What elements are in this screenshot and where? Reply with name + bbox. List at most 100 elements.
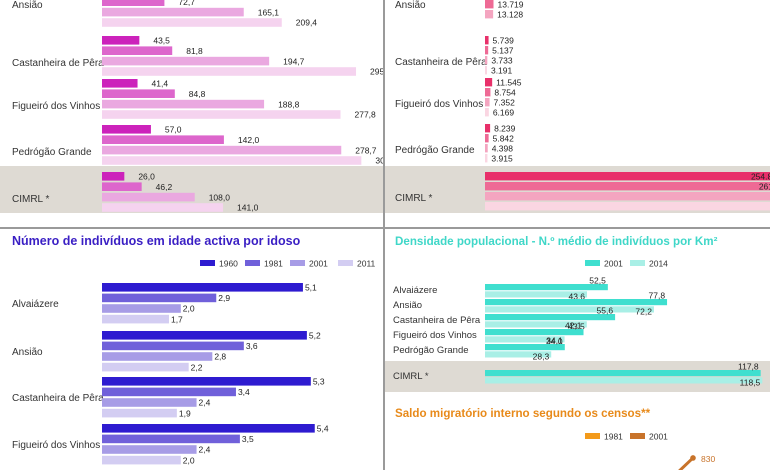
data-label-figueiro-dos-vinhos-3: 6.169 [493,107,515,117]
data-label-pedrogao-grande-2: 4.398 [492,143,514,153]
bar-chart-population-density: Densidade populacional - N.º médio de in… [385,229,770,470]
legend-label-1981: 1981 [264,259,283,269]
data-label-cimrl-1: 118,5 [740,378,761,388]
category-label-castanheira-de-pera: Castanheira de Pêra [12,58,104,69]
divider-horizontal-right [385,227,770,229]
chart-title: Densidade populacional - N.º médio de in… [395,235,718,248]
data-label-ansiao-2: 2,8 [214,352,226,362]
legend-swatch-2014 [630,260,645,266]
data-label-castanheira-de-pera-3: 1,9 [179,408,191,418]
bar-figueiro-dos-vinhos-2 [102,445,197,454]
data-label-castanheira-de-pera-0: 55,6 [597,305,614,315]
data-label-cimrl-0: 26,0 [138,172,155,182]
legend-label-2001: 2001 [604,259,623,269]
chart-canvas-top-left: Ansião 72,7 165,1 209,4 Castanheira de Pêra 4… [0,0,383,213]
legend-swatch-2001 [290,260,305,266]
bar-figueiro-dos-vinhos-3 [485,108,489,117]
bar-pedrogao-grande-1 [485,351,552,358]
bar-castanheira-de-pera-2 [485,56,488,65]
data-label-figueiro-dos-vinhos-0: 5,4 [317,424,329,434]
chart-title: Número de indivíduos em idade activa por… [12,234,301,248]
data-label-alvaiazere-0: 52,5 [589,275,606,285]
category-label-cimrl: CIMRL * [12,194,50,205]
bar-castanheira-de-pera-1 [485,321,587,328]
legend-swatch-2011 [338,260,353,266]
bar-cimrl-0 [485,370,761,377]
bar-ansiao-1 [485,306,654,313]
migration-point-2001 [690,455,696,461]
data-label-castanheira-de-pera-1: 5.137 [492,45,514,55]
bar-alvaiazere-3 [102,314,169,324]
bar-figueiro-dos-vinhos-1 [102,434,240,444]
bar-chart-top-left: Ansião 72,7 165,1 209,4 Castanheira de Pêra 4… [0,0,383,226]
migration-legend-label-2001: 2001 [649,432,668,442]
data-label-castanheira-de-pera-2: 3.733 [491,55,513,65]
category-label-pedrogao-grande: Pedrógão Grande [395,145,475,156]
bar-pedrogao-grande-0 [485,344,565,351]
category-label-ansiao: Ansião [395,0,426,11]
divider-vertical [383,0,385,470]
bar-ansiao-2 [485,10,494,19]
category-label-alvaiazere: Alvaiázere [12,299,59,310]
migration-legend-swatch-2001 [630,433,645,439]
bar-pedrogao-grande-1 [485,134,489,143]
bar-alvaiazere-1 [102,293,217,303]
bar-pedrogao-grande-1 [102,135,224,144]
data-label-figueiro-dos-vinhos-3: 277,8 [354,110,376,120]
bar-castanheira-de-pera-2 [102,398,197,407]
bar-castanheira-de-pera-0 [485,314,616,321]
data-label-castanheira-de-pera-1: 43,5 [568,322,585,332]
legend-label-1960: 1960 [219,259,238,269]
bar-ansiao-2 [102,352,213,361]
bar-castanheira-de-pera-3 [102,67,357,76]
data-label-pedrogao-grande-1: 28,3 [533,352,550,362]
bar-figueiro-dos-vinhos-1 [485,336,565,343]
bar-cimrl-1 [485,182,770,191]
data-label-castanheira-de-pera-3: 3.191 [491,65,513,75]
data-label-figueiro-dos-vinhos-1: 84,8 [189,89,206,99]
data-label-alvaiazere-3: 1,7 [171,314,183,324]
data-label-figueiro-dos-vinhos-1: 8.754 [494,87,516,97]
bar-alvaiazere-2 [102,304,181,313]
data-label-figueiro-dos-vinhos-0: 42,1 [565,320,582,330]
bar-pedrogao-grande-3 [485,154,488,163]
category-label-figueiro-dos-vinhos: Figueiró dos Vinhos [12,101,100,112]
data-label-ansiao-2: 165,1 [258,7,280,17]
data-label-ansiao-1: 72,2 [635,307,652,317]
bar-cimrl-0 [485,172,770,181]
bar-cimrl-2 [102,192,195,202]
bar-ansiao-0 [102,331,307,340]
bar-alvaiazere-0 [485,284,608,291]
bar-castanheira-de-pera-1 [102,46,173,55]
category-label-castanheira-de-pera: Castanheira de Pêra [12,393,104,404]
category-label-cimrl: CIMRL * [395,193,433,204]
bar-pedrogao-grande-2 [485,144,488,153]
category-label-castanheira-de-pera: Castanheira de Pêra [395,57,487,68]
bar-figueiro-dos-vinhos-1 [485,88,491,97]
cimrl-highlight-band [385,361,770,392]
bar-castanheira-de-pera-0 [102,36,140,45]
data-label-pedrogao-grande-0: 57,0 [165,125,182,135]
bar-castanheira-de-pera-3 [485,66,487,75]
category-label-figueiro-dos-vinhos: Figueiró dos Vinhos [395,99,483,110]
data-label-castanheira-de-pera-2: 2,4 [199,398,211,408]
bar-castanheira-de-pera-1 [485,46,489,55]
bar-figueiro-dos-vinhos-1 [102,89,175,98]
data-label-castanheira-de-pera-0: 5,3 [313,377,325,387]
data-label-figueiro-dos-vinhos-2: 2,4 [199,445,211,455]
bar-ansiao-3 [102,362,189,372]
data-label-figueiro-dos-vinhos-0: 41,4 [152,79,169,89]
migration-line-2001 [678,456,695,470]
migration-data-label-2001: 830 [701,454,715,464]
bar-ansiao-2 [102,7,244,17]
bar-pedrogao-grande-0 [102,125,151,134]
bar-ansiao-1 [485,0,494,9]
migration-legend-label-1981: 1981 [604,432,623,442]
chart-canvas-population-density: Densidade populacional - N.º médio de in… [385,235,770,470]
legend-swatch-2001 [585,260,600,266]
data-label-pedrogao-grande-1: 5.842 [493,133,515,143]
bar-cimrl-0 [102,172,125,181]
migration-legend-swatch-1981 [585,433,600,439]
data-label-castanheira-de-pera-1: 3,4 [238,387,250,397]
